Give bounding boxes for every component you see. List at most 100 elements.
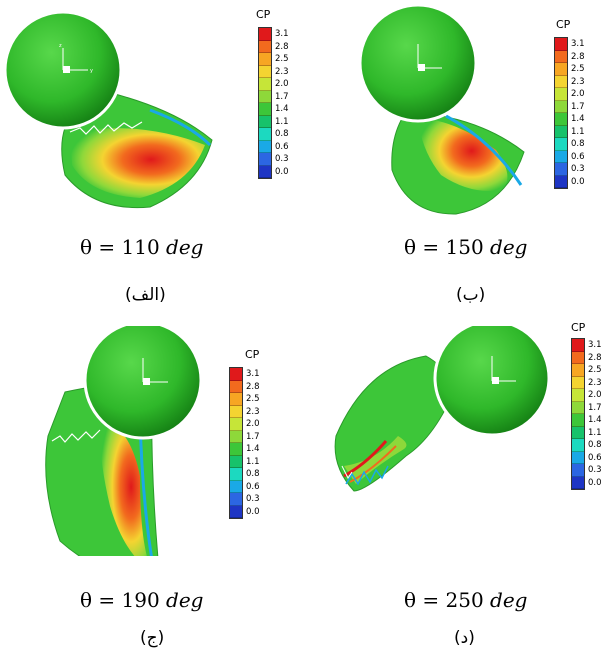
legend-tick-label: 1.7 [588, 402, 602, 413]
legend-tick-label: 0.0 [571, 176, 585, 187]
legend-tick-label: 1.7 [571, 101, 585, 112]
cp-contour-plot [334, 326, 551, 492]
legend-tick-label: 0.0 [246, 506, 260, 517]
legend-swatch [230, 493, 242, 506]
legend-ticks: 3.1 2.8 2.5 2.3 2.0 1.7 1.4 1.1 0.8 0.6 0.3 0.0 [275, 28, 289, 178]
legend-tick-label: 1.1 [275, 116, 289, 127]
theta-value: θ = 110 [80, 235, 160, 259]
legend-tick-label: 3.1 [588, 340, 602, 350]
legend-tick-label: 0.6 [588, 452, 602, 463]
legend-swatch [572, 339, 584, 352]
legend-tick-label: 2.3 [275, 66, 289, 77]
cp-contour-plot: z y [3, 10, 213, 209]
legend-swatch [572, 426, 584, 439]
legend-tick-label: 3.1 [571, 39, 585, 49]
legend-tick-label: 2.8 [246, 381, 260, 392]
legend-tick-label: 2.3 [571, 76, 585, 87]
legend-tick-label: 0.3 [588, 465, 602, 475]
theta-unit: deg [166, 235, 204, 259]
legend-tick-label: 1.7 [275, 91, 289, 102]
legend-title: CP [571, 321, 586, 334]
panel-caption: (د) [454, 628, 475, 648]
theta-value: θ = 150 [404, 235, 484, 259]
legend-swatch [259, 40, 271, 53]
legend-swatch [555, 113, 567, 126]
legend-swatch [259, 153, 271, 166]
legend-swatch [572, 439, 584, 452]
legend-tick-label: 0.6 [246, 481, 260, 492]
legend-swatch [555, 125, 567, 138]
legend-colorbar [554, 37, 568, 189]
legend-swatch [230, 368, 242, 381]
legend-colorbar [571, 338, 585, 490]
legend-tick-label: 2.0 [588, 390, 602, 400]
legend-swatch [259, 78, 271, 91]
legend-swatch [259, 140, 271, 153]
legend-tick-label: 0.6 [275, 141, 289, 152]
y-axis-label: y [90, 68, 93, 74]
legend-swatch [259, 90, 271, 103]
legend-tick-label: 1.7 [246, 431, 260, 442]
legend-tick-label: 0.8 [571, 139, 585, 149]
legend-tick-label: 0.8 [588, 440, 602, 450]
legend-tick-label: 1.1 [571, 126, 585, 137]
legend-swatch [572, 364, 584, 377]
legend-swatch [259, 65, 271, 78]
theta-label: θ = 150 deg [404, 235, 528, 259]
legend-tick-label: 2.5 [588, 365, 602, 375]
legend-tick-label: 1.4 [275, 104, 289, 114]
legend-swatch [572, 464, 584, 477]
z-axis-label: z [59, 43, 62, 49]
legend-tick-label: 2.0 [571, 89, 585, 99]
legend-tick-label: 1.4 [571, 114, 585, 124]
legend-swatch [259, 115, 271, 128]
legend-swatch [555, 88, 567, 101]
legend-swatch [259, 165, 271, 178]
legend-swatch [230, 443, 242, 456]
legend-tick-label: 2.3 [588, 377, 602, 388]
legend-swatch [259, 53, 271, 66]
legend-swatch [230, 468, 242, 481]
legend-swatch [230, 393, 242, 406]
legend-swatch [555, 138, 567, 151]
legend-tick-label: 0.8 [275, 129, 289, 139]
legend-tick-label: 0.6 [571, 151, 585, 162]
legend-swatch [572, 351, 584, 364]
legend-tick-label: 0.3 [571, 164, 585, 174]
legend-tick-label: 0.0 [275, 166, 289, 177]
legend-tick-label: 1.1 [246, 456, 260, 467]
theta-label: θ = 250 deg [404, 588, 528, 612]
theta-unit: deg [166, 588, 204, 612]
legend-title: CP [556, 18, 571, 31]
legend-tick-label: 0.3 [275, 154, 289, 164]
cp-contour-plot [45, 326, 203, 556]
legend-ticks: 3.1 2.8 2.5 2.3 2.0 1.7 1.4 1.1 0.8 0.6 0.3 0.0 [588, 339, 602, 489]
legend-swatch [230, 480, 242, 493]
legend-swatch [259, 28, 271, 41]
legend-swatch [572, 451, 584, 464]
legend-swatch [555, 38, 567, 51]
legend-tick-label: 2.5 [275, 54, 289, 64]
legend-swatch [555, 163, 567, 176]
legend-swatch [572, 376, 584, 389]
legend-swatch [230, 418, 242, 431]
legend-swatch [230, 380, 242, 393]
theta-unit: deg [490, 235, 528, 259]
panel-110: z y CP 3.1 2.8 2.5 2.3 2.0 1.7 1.4 1.1 0.8 0.6 0.3… [0, 0, 306, 326]
legend-tick-label: 2.5 [246, 394, 260, 404]
theta-label: θ = 190 deg [80, 588, 204, 612]
legend-tick-label: 2.8 [588, 352, 602, 363]
legend-title: CP [245, 348, 260, 361]
legend-swatch [555, 100, 567, 113]
legend-tick-label: 1.4 [588, 415, 602, 425]
panel-caption: (ج) [140, 628, 165, 648]
cp-contour-plot [358, 3, 525, 215]
legend-ticks: 3.1 2.8 2.5 2.3 2.0 1.7 1.4 1.1 0.8 0.6 0.3 0.0 [571, 38, 585, 188]
legend-swatch [555, 63, 567, 76]
legend-tick-label: 2.5 [571, 64, 585, 74]
legend-tick-label: 2.8 [275, 41, 289, 52]
legend-swatch [555, 50, 567, 63]
panel-250: CP 3.1 2.8 2.5 2.3 2.0 1.7 1.4 1.1 0.8 0.6 0.3 0.0 … [306, 321, 612, 652]
panel-caption: (ب) [456, 285, 486, 305]
legend-ticks: 3.1 2.8 2.5 2.3 2.0 1.7 1.4 1.1 0.8 0.6 0.3 0.0 [246, 368, 260, 518]
